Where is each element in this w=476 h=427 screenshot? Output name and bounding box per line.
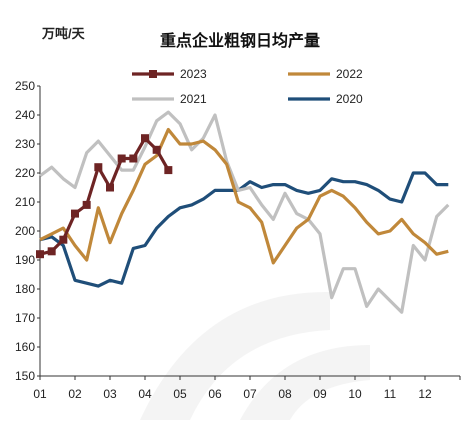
series-2021 <box>39 110 450 314</box>
x-tick-label: 07 <box>243 387 257 401</box>
x-tick-label: 11 <box>384 387 397 401</box>
data-point <box>94 163 103 172</box>
data-point <box>82 200 91 209</box>
y-tick-label: 240 <box>15 108 35 122</box>
x-tick-label: 12 <box>418 387 432 401</box>
y-unit-label: 万吨/天 <box>41 26 86 41</box>
y-tick-label: 180 <box>15 282 35 296</box>
data-point <box>36 250 44 259</box>
legend-label: 2021 <box>180 92 207 106</box>
y-tick-label: 160 <box>15 340 35 354</box>
series-line-2021 <box>39 110 450 314</box>
x-tick-label: 09 <box>313 387 327 401</box>
legend-label: 2023 <box>180 67 207 81</box>
x-tick-label: 10 <box>348 387 362 401</box>
x-tick-label: 06 <box>208 387 222 401</box>
x-tick-label: 05 <box>173 387 187 401</box>
legend-label: 2020 <box>336 92 363 106</box>
legend-item-2021: 2021 <box>132 92 207 106</box>
series-layer <box>36 110 450 314</box>
x-tick-label: 01 <box>33 387 47 401</box>
x-tick-label: 08 <box>278 387 292 401</box>
data-point <box>129 154 138 163</box>
y-tick-label: 210 <box>15 195 35 209</box>
series-line-2022 <box>39 127 449 265</box>
legend-item-2023: 2023 <box>132 67 207 81</box>
legend-marker <box>149 70 157 78</box>
watermark-logo <box>140 291 370 420</box>
series-2022 <box>39 127 449 265</box>
y-tick-label: 250 <box>15 79 35 93</box>
y-tick-label: 190 <box>15 253 35 267</box>
data-point <box>71 209 79 218</box>
data-point <box>47 247 56 256</box>
legend-label: 2022 <box>336 67 363 81</box>
x-tick-label: 04 <box>138 387 152 401</box>
x-tick-label: 03 <box>103 387 117 401</box>
data-point <box>141 134 149 143</box>
data-point <box>164 166 173 175</box>
data-point <box>106 183 114 192</box>
series-2023 <box>36 134 173 259</box>
y-tick-label: 170 <box>15 311 35 325</box>
data-point <box>152 145 161 154</box>
series-2020 <box>39 171 449 288</box>
y-tick-label: 230 <box>15 137 35 151</box>
y-tick-label: 150 <box>15 369 35 383</box>
data-point <box>59 235 68 244</box>
series-line-2020 <box>39 171 449 288</box>
legend-item-2020: 2020 <box>288 92 363 106</box>
y-tick-label: 220 <box>15 166 35 180</box>
legend-item-2022: 2022 <box>288 67 363 81</box>
data-point <box>117 154 126 163</box>
legend: 2023 2022 2021 2020 <box>132 67 363 106</box>
axes: 150 160 170 180 190 200 210 220 230 240 250 01 02 03 0… <box>15 79 461 401</box>
x-tick-label: 02 <box>68 387 82 401</box>
y-tick-label: 200 <box>15 224 35 238</box>
chart-title: 重点企业粗钢日均产量 <box>160 31 320 50</box>
